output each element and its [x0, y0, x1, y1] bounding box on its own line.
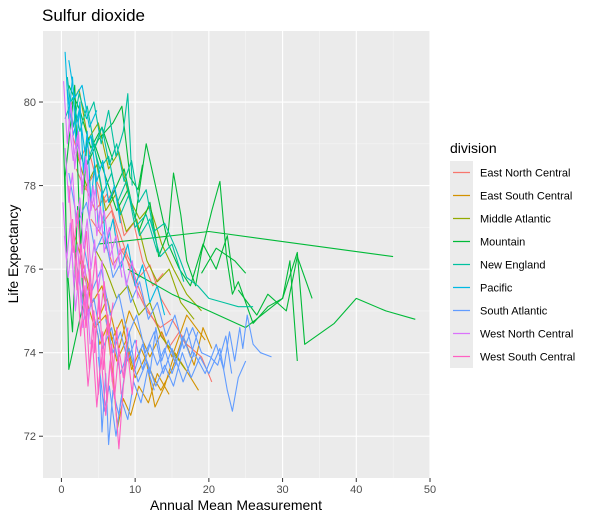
legend-label-west-south-central: West South Central: [480, 352, 575, 364]
x-tick-label: 20: [203, 484, 215, 496]
x-tick-label: 30: [276, 484, 288, 496]
series-line-west-north-central: [64, 147, 107, 311]
series-line-south-atlantic: [68, 172, 233, 374]
series-line-mountain: [98, 230, 394, 258]
series-line-pacific: [68, 60, 98, 128]
y-tick-label: 74: [24, 348, 36, 360]
legend-label-middle-atlantic: Middle Atlantic: [480, 214, 551, 226]
series-lines: [62, 51, 416, 450]
x-tick-label: 0: [58, 484, 64, 496]
legend-label-east-north-central: East North Central: [480, 168, 570, 180]
plot-panel: [43, 31, 431, 478]
legend-label-pacific: Pacific: [480, 283, 513, 295]
series-line-south-atlantic: [82, 243, 272, 383]
chart-title: Sulfur dioxide: [42, 6, 145, 25]
y-tick-label: 72: [24, 431, 36, 443]
legend: division East North Central East South Ce…: [450, 140, 575, 368]
legend-label-mountain: Mountain: [480, 237, 525, 249]
series-line-new-england: [64, 97, 254, 308]
legend-label-south-atlantic: South Atlantic: [480, 306, 548, 318]
series-line-mountain: [127, 251, 416, 345]
series-line-mountain: [201, 247, 247, 274]
legend-title: division: [450, 140, 497, 156]
axes: 0 10 20 30 40 50 72 74 76 78 80: [24, 97, 436, 496]
x-tick-label: 10: [129, 484, 141, 496]
x-tick-label: 50: [424, 484, 436, 496]
panel-background: [43, 31, 430, 478]
series-line-new-england: [66, 76, 133, 186]
series-line-east-south-central: [79, 260, 199, 408]
series-line-west-south-central: [68, 185, 114, 337]
series-line-mountain: [237, 256, 313, 316]
series-line-mountain: [62, 84, 88, 370]
legend-label-west-north-central: West North Central: [480, 329, 573, 341]
series-line-middle-atlantic: [94, 247, 186, 370]
legend-label-east-south-central: East South Central: [480, 191, 572, 203]
series-line-south-atlantic: [105, 319, 195, 375]
y-tick-label: 78: [24, 181, 36, 193]
series-line-mountain: [86, 105, 144, 191]
x-axis-title: Annual Mean Measurement: [150, 497, 322, 513]
x-tick-label: 40: [350, 484, 362, 496]
y-tick-label: 76: [24, 264, 36, 276]
series-line-west-north-central: [68, 118, 123, 278]
y-tick-label: 80: [24, 97, 36, 109]
y-axis-title: Life Expectancy: [5, 205, 21, 304]
series-line-east-south-central: [82, 289, 170, 429]
legend-label-new-england: New England: [480, 260, 545, 272]
series-line-west-south-central: [82, 319, 129, 416]
series-line-east-south-central: [97, 297, 206, 358]
series-line-pacific: [66, 89, 121, 224]
series-line-mountain: [68, 85, 114, 161]
